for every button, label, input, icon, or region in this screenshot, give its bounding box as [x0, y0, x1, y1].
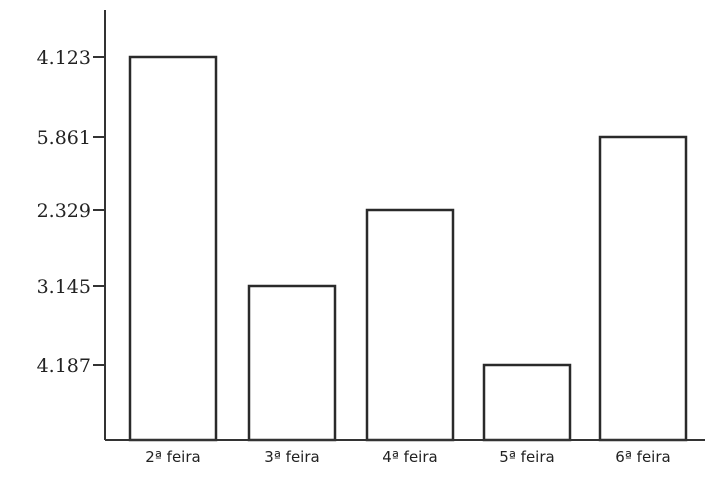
x-category-label: 5ª feira: [499, 448, 554, 466]
x-category-label: 2ª feira: [145, 448, 200, 466]
y-tick-label: 4.187: [37, 355, 91, 377]
y-tick-label: 2.329: [37, 200, 91, 222]
bar-5: [598, 135, 688, 442]
y-tick-label: 4.123: [37, 47, 91, 69]
x-category-label: 6ª feira: [615, 448, 670, 466]
bars-layer: [128, 55, 688, 442]
x-labels-layer: 2ª feira 3ª feira 4ª feira 5ª feira 6ª feira: [145, 448, 670, 466]
bar-1: [128, 55, 218, 442]
x-category-label: 3ª feira: [264, 448, 319, 466]
y-ticks-layer: 4.123 5.861 2.329 3.145 4.187: [37, 47, 105, 377]
bar-3: [365, 208, 455, 442]
y-tick-label: 5.861: [37, 127, 91, 149]
bar-4: [482, 363, 572, 442]
bar-2: [247, 284, 337, 442]
y-tick-label: 3.145: [37, 276, 91, 298]
x-category-label: 4ª feira: [382, 448, 437, 466]
